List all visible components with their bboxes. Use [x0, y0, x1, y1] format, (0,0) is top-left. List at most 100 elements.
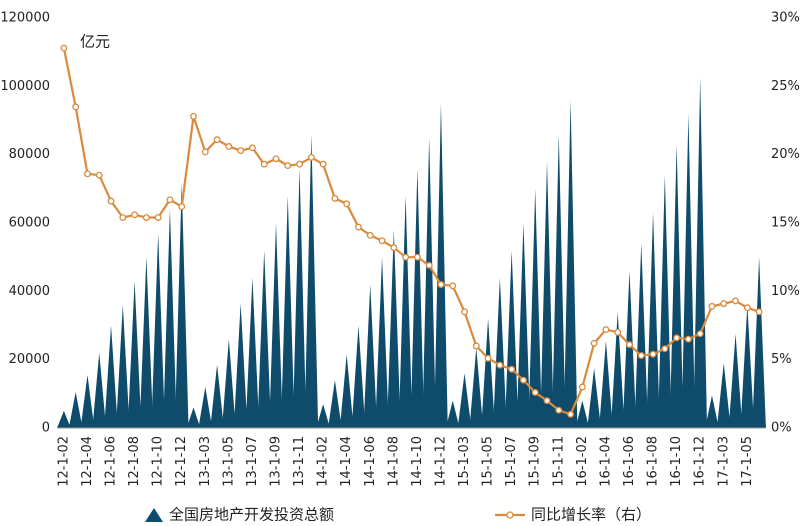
- x-tick-label: 16-1-12: [693, 436, 708, 487]
- line-marker: [154, 214, 162, 221]
- bar: [740, 305, 755, 428]
- bar: [658, 175, 672, 428]
- bar: [445, 400, 460, 428]
- x-tick-label: 12-1-04: [80, 436, 95, 487]
- bar: [540, 161, 554, 428]
- line-marker: [190, 112, 197, 120]
- x-tick-label: 16-1-06: [622, 436, 637, 487]
- line-marker: [272, 155, 280, 163]
- bar: [151, 233, 165, 428]
- legend: 全国房地产开发投资总额 同比增长率（右）: [145, 506, 651, 524]
- line-marker: [661, 345, 669, 353]
- x-tick-label: 15-1-11: [551, 436, 566, 487]
- bar: [599, 340, 613, 428]
- x-tick-label: 17-1-03: [716, 436, 731, 487]
- x-tick-label: 12-1-06: [104, 436, 119, 487]
- x-tick-label: 16-1-04: [598, 436, 613, 487]
- line-marker: [649, 350, 657, 358]
- line-marker: [343, 200, 351, 208]
- line-marker: [237, 147, 245, 155]
- x-tick-label: 15-1-03: [457, 436, 472, 487]
- x-tick-label: 12-1-08: [127, 436, 142, 487]
- line-marker: [60, 44, 68, 52]
- bar: [174, 182, 189, 428]
- bar: [139, 257, 154, 428]
- line-marker: [437, 281, 445, 288]
- line-marker: [696, 330, 704, 338]
- line-marker: [119, 214, 127, 221]
- line-marker: [755, 308, 763, 316]
- y-tick-label: 20000: [9, 352, 50, 367]
- line-marker: [732, 297, 739, 305]
- bar: [587, 368, 601, 428]
- bar: [728, 334, 743, 428]
- bar: [716, 363, 731, 428]
- line-marker: [508, 365, 516, 373]
- x-tick-label: 15-1-07: [504, 436, 519, 487]
- bar: [693, 77, 708, 429]
- bar: [705, 395, 719, 428]
- bar: [434, 103, 448, 429]
- bar: [516, 223, 531, 428]
- x-tick-label: 12-1-10: [151, 436, 166, 487]
- x-tick-label: 13-1-05: [221, 436, 236, 487]
- bar: [198, 387, 213, 428]
- y2-tick-label: 0%: [771, 421, 792, 436]
- line-marker: [390, 244, 398, 252]
- line-marker: [225, 143, 233, 150]
- line-marker: [614, 328, 622, 336]
- legend-label: 全国房地产开发投资总额: [169, 506, 334, 524]
- bar: [222, 339, 236, 428]
- legend-marker: [145, 508, 163, 522]
- line-marker: [449, 282, 457, 290]
- line-marker: [602, 326, 610, 334]
- bar: [386, 229, 401, 428]
- line-marker: [95, 171, 103, 179]
- x-tick-label: 14-1-08: [386, 436, 401, 487]
- line-marker: [378, 237, 386, 245]
- line-marker: [248, 144, 256, 152]
- unit-label: 亿元: [80, 33, 110, 51]
- bar: [245, 277, 260, 428]
- bar: [351, 325, 366, 428]
- line-marker: [472, 342, 480, 350]
- line-marker: [355, 223, 362, 231]
- line-marker: [366, 231, 374, 239]
- line-marker: [201, 148, 209, 156]
- line-marker: [107, 197, 115, 205]
- bar: [375, 257, 389, 428]
- x-tick-label: 12-1-02: [56, 436, 71, 487]
- y-tick-label: 0: [42, 421, 50, 436]
- line-marker: [626, 341, 633, 349]
- line-marker: [131, 211, 139, 219]
- line-marker: [519, 376, 527, 384]
- line-marker: [260, 160, 268, 168]
- x-tick-label: 14-1-02: [316, 436, 331, 487]
- bar: [493, 277, 507, 428]
- bar: [481, 318, 495, 428]
- x-tick-label: 14-1-04: [339, 436, 354, 487]
- line-marker: [142, 214, 150, 221]
- legend-marker: [506, 511, 514, 519]
- line-marker: [543, 397, 551, 405]
- line-marker: [331, 194, 339, 202]
- line-marker: [72, 103, 80, 111]
- bar: [339, 354, 354, 428]
- x-tick-label: 14-1-10: [410, 436, 425, 487]
- y2-tick-label: 15%: [771, 216, 800, 231]
- x-tick-label: 13-1-09: [268, 436, 283, 487]
- x-tick-label: 17-1-05: [740, 436, 755, 487]
- x-tick-label: 16-1-08: [646, 436, 661, 487]
- bar: [575, 400, 590, 428]
- bar: [280, 195, 295, 428]
- bar: [68, 392, 83, 428]
- x-tick-label: 13-1-11: [292, 436, 307, 487]
- bar: [163, 209, 177, 428]
- line-marker: [319, 160, 327, 168]
- bar: [551, 134, 566, 428]
- bar: [92, 352, 107, 428]
- line-marker: [307, 153, 315, 161]
- bar: [233, 303, 248, 428]
- y2-tick-label: 25%: [771, 79, 800, 94]
- line-marker: [178, 203, 186, 211]
